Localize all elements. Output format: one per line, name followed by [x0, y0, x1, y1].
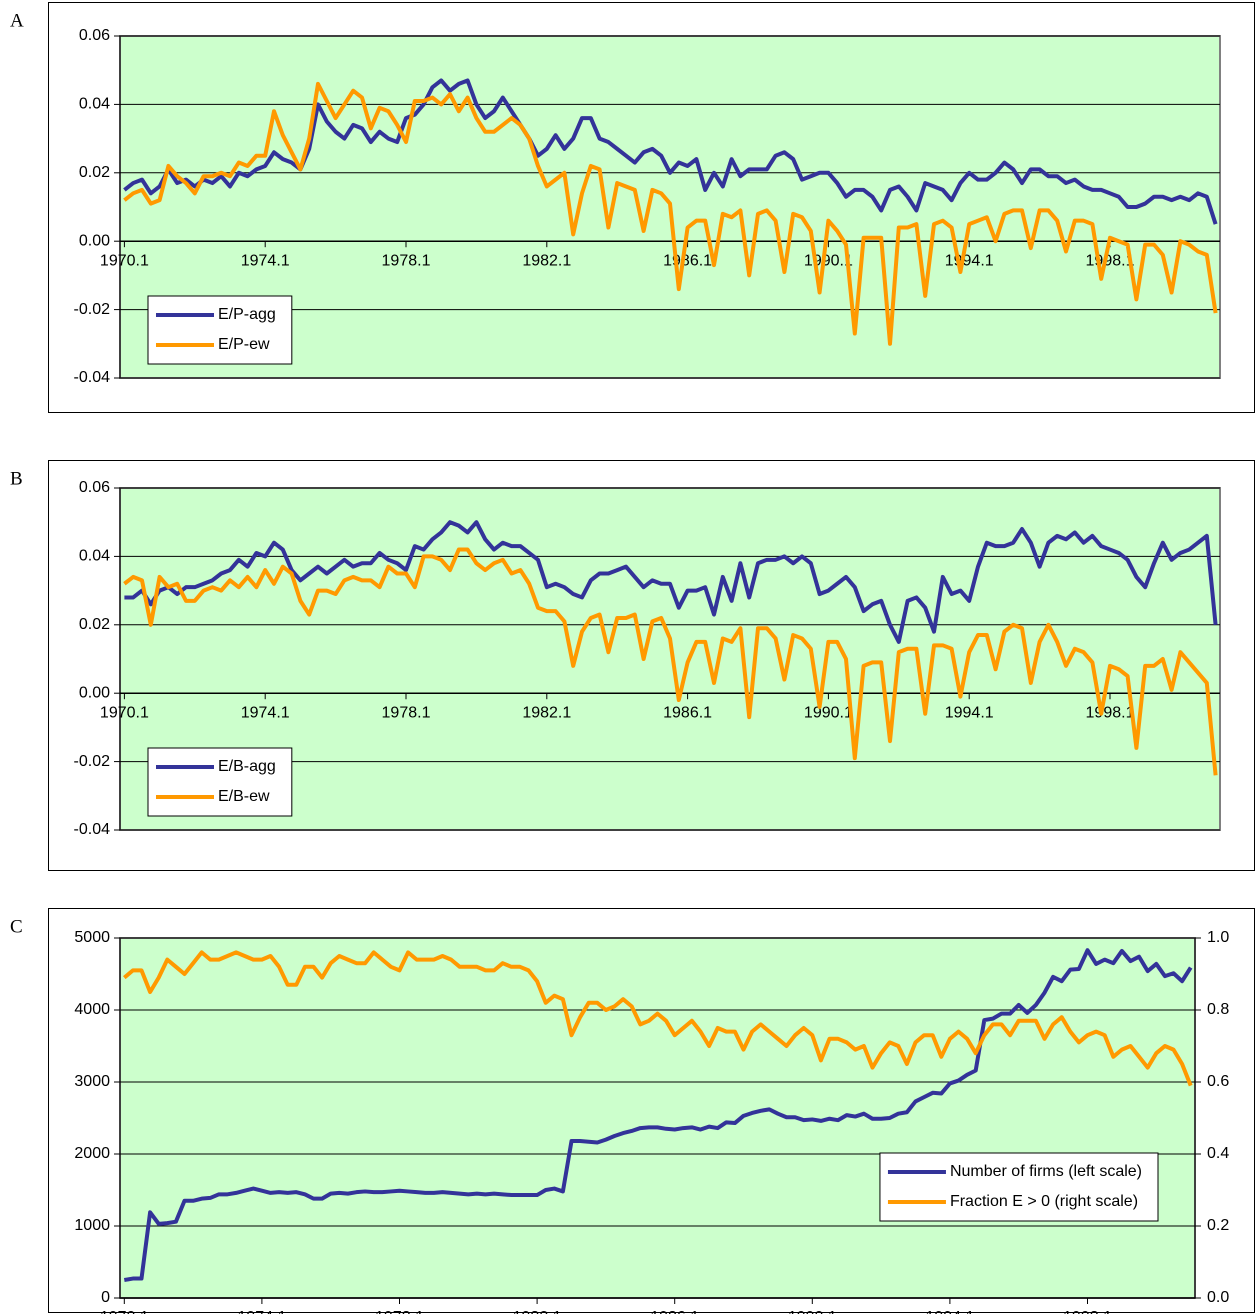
panel-label: C [10, 916, 23, 937]
y-tick-label: 0.04 [79, 96, 110, 113]
y-tick-label: 0 [101, 1289, 110, 1306]
x-tick-label: 1978.1 [382, 252, 431, 269]
y-tick-label: 0.04 [79, 548, 110, 565]
y2-tick-label: 1.0 [1207, 929, 1229, 946]
y-tick-label: 4000 [74, 1001, 110, 1018]
x-tick-label: 1978.1 [375, 1309, 424, 1314]
series-line [123, 950, 1193, 1087]
x-tick-label: 1990.1 [804, 704, 853, 721]
x-tick-label: 1986.1 [650, 1309, 699, 1314]
series-line [123, 547, 1218, 776]
y-tick-label: 0.02 [79, 164, 110, 181]
y2-tick-label: 0.6 [1207, 1073, 1229, 1090]
y-tick-label: 0.06 [79, 27, 110, 44]
series-line [124, 520, 1218, 644]
y-tick-label: 0.00 [79, 684, 110, 701]
x-tick-label: 1998.1 [1063, 1309, 1112, 1314]
y-tick-label: -0.02 [74, 753, 111, 770]
legend-label: Fraction E > 0 (right scale) [950, 1193, 1138, 1210]
y-tick-label: 5000 [74, 929, 110, 946]
plot-area [119, 937, 1196, 1299]
x-tick-label: 1982.1 [522, 252, 571, 269]
y2-tick-label: 0.4 [1207, 1145, 1229, 1162]
x-tick-label: 1974.1 [241, 252, 290, 269]
y-tick-label: -0.02 [74, 301, 111, 318]
x-tick-label: 1982.1 [513, 1309, 562, 1314]
legend-label: Number of firms (left scale) [950, 1163, 1142, 1180]
legend-box [147, 295, 293, 365]
x-tick-label: 1994.1 [945, 252, 994, 269]
x-tick-label: 1974.1 [237, 1309, 286, 1314]
y-tick-label: 1000 [74, 1217, 110, 1234]
legend-label: E/P-ew [218, 336, 270, 353]
y2-tick-label: 0.0 [1207, 1289, 1229, 1306]
legend-box [147, 747, 293, 817]
y-tick-label: -0.04 [74, 369, 111, 386]
panel-label: A [10, 10, 24, 31]
x-tick-label: 1994.1 [925, 1309, 974, 1314]
x-tick-label: 1986.1 [663, 252, 712, 269]
x-tick-label: 1970.1 [100, 252, 149, 269]
legend-label: E/B-agg [218, 758, 276, 775]
legend-box [879, 1152, 1159, 1222]
y2-tick-label: 0.8 [1207, 1001, 1229, 1018]
x-tick-label: 1982.1 [522, 704, 571, 721]
panel-label: B [10, 468, 23, 489]
x-tick-label: 1970.1 [100, 1309, 149, 1314]
y-tick-label: 0.00 [79, 232, 110, 249]
x-tick-label: 1990.1 [788, 1309, 837, 1314]
x-tick-label: 1978.1 [382, 704, 431, 721]
x-tick-label: 1998.1 [1086, 704, 1135, 721]
x-tick-label: 1994.1 [945, 704, 994, 721]
x-tick-label: 1974.1 [241, 704, 290, 721]
y-tick-label: 3000 [74, 1073, 110, 1090]
y2-tick-label: 0.2 [1207, 1217, 1229, 1234]
y-tick-label: 0.02 [79, 616, 110, 633]
x-tick-label: 1986.1 [663, 704, 712, 721]
x-tick-label: 1970.1 [100, 704, 149, 721]
y-tick-label: -0.04 [74, 821, 111, 838]
y-tick-label: 0.06 [79, 479, 110, 496]
legend-label: E/B-ew [218, 788, 270, 805]
y-tick-label: 2000 [74, 1145, 110, 1162]
legend-label: E/P-agg [218, 306, 276, 323]
series-line [123, 81, 1218, 346]
x-tick-label: 1998.1 [1086, 252, 1135, 269]
series-line [123, 948, 1193, 1282]
